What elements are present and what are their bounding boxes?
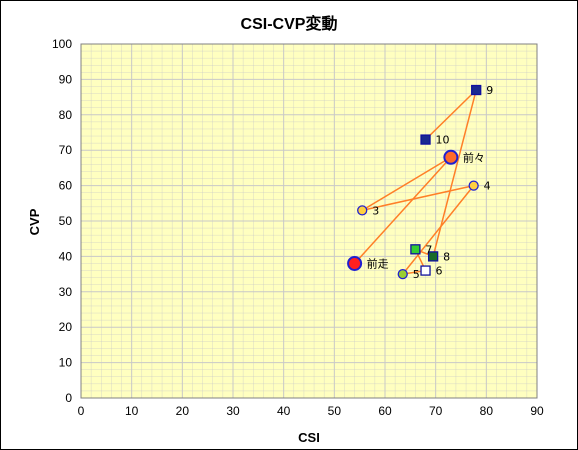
data-points	[347, 84, 482, 280]
y-tick-label: 30	[59, 285, 73, 299]
x-axis-title: CSI	[298, 430, 320, 445]
point-label: 3	[372, 204, 379, 217]
data-point	[427, 251, 439, 262]
x-tick-label: 20	[176, 404, 190, 418]
data-point	[471, 84, 482, 96]
x-tick-label: 10	[125, 404, 139, 418]
data-point	[420, 265, 431, 276]
y-tick-label: 10	[59, 356, 73, 370]
point-labels: 前走 前々 3 4 5 678 9 10	[367, 84, 494, 281]
x-tick-label: 30	[226, 404, 240, 418]
data-point	[410, 244, 421, 255]
plot-border	[80, 43, 538, 399]
data-point	[397, 268, 408, 280]
x-tick-label: 40	[277, 404, 291, 418]
data-point	[468, 180, 479, 191]
x-tick-label: 50	[328, 404, 342, 418]
point-label: 9	[486, 84, 493, 97]
gridlines	[80, 43, 538, 399]
data-point	[420, 134, 431, 145]
y-tick-label: 70	[59, 143, 73, 157]
x-tick-label: 70	[429, 404, 443, 418]
x-tick-label: 0	[78, 404, 85, 418]
connector-line	[425, 89, 477, 141]
x-tick-label: 80	[480, 404, 494, 418]
point-label: 6	[436, 265, 443, 278]
connector-line	[361, 156, 452, 212]
y-tick-label: 60	[59, 179, 73, 193]
point-label: 7	[425, 243, 432, 256]
connector-line	[362, 184, 474, 212]
x-tick-label: 90	[530, 404, 544, 418]
data-point	[357, 205, 368, 216]
y-axis-title: CVP	[27, 208, 42, 235]
x-tick-label: 60	[378, 404, 392, 418]
point-label: 5	[413, 268, 420, 281]
y-tick-label: 90	[59, 72, 73, 86]
y-tick-label: 80	[59, 108, 73, 122]
connector-line	[402, 185, 475, 275]
point-label: 前走	[367, 256, 389, 270]
y-tick-label: 50	[59, 214, 73, 228]
y-tick-label: 40	[59, 249, 73, 263]
data-point	[443, 149, 459, 165]
data-point	[347, 255, 363, 271]
chart-title: CSI-CVP変動	[241, 14, 338, 33]
point-label: 8	[443, 250, 450, 263]
tick-labels: 0 10 20 30 40 50 60 70 80 90 0 10 20 30 40 50 60 70 80 90 10…	[52, 37, 544, 418]
point-label: 4	[484, 180, 491, 193]
y-tick-label: 0	[65, 391, 72, 405]
connector-line	[432, 89, 477, 257]
point-label: 10	[436, 134, 450, 147]
y-tick-label: 20	[59, 320, 73, 334]
connector-line	[354, 156, 452, 264]
point-label: 前々	[463, 150, 485, 164]
y-tick-label: 100	[52, 37, 72, 51]
